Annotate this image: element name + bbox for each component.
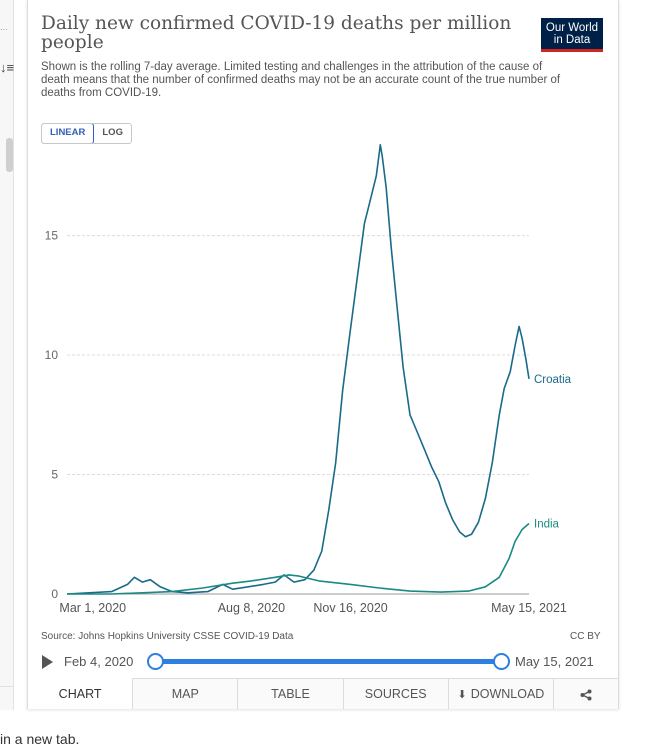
x-tick-label: May 15, 2021 (491, 601, 567, 615)
download-icon: ⬇ (457, 689, 467, 701)
chart-title: Daily new confirmed COVID-19 deaths per … (41, 13, 512, 53)
tab-sources[interactable]: SOURCES (344, 679, 449, 709)
series-line-croatia (66, 144, 530, 595)
tab-download[interactable]: ⬇ DOWNLOAD (449, 679, 555, 709)
timeline-end-label: May 15, 2021 (515, 654, 594, 669)
scrollbar-thumb[interactable] (6, 138, 13, 172)
timeline-start-handle[interactable] (147, 653, 164, 670)
logo-line-2: in Data (553, 34, 591, 46)
chart-card: Daily new confirmed COVID-19 deaths per … (27, 0, 619, 709)
share-glyph (580, 689, 592, 701)
series-line-india (67, 522, 530, 595)
y-tick-label: 5 (51, 468, 58, 482)
y-tick-label: 0 (51, 587, 58, 601)
scale-toggle: LINEAR LOG (41, 123, 132, 144)
logo-bar (541, 49, 603, 52)
x-tick-label: Mar 1, 2020 (59, 601, 126, 615)
license-label[interactable]: CC BY (570, 631, 601, 642)
timeline-start-label: Feb 4, 2020 (64, 654, 134, 669)
tab-table[interactable]: TABLE (238, 679, 344, 709)
y-tick-label: 15 (45, 229, 59, 243)
y-tick-label: 10 (45, 348, 59, 362)
source-note[interactable]: Source: Johns Hopkins University CSSE CO… (41, 631, 294, 642)
left-sidebar-strip: ... ↓≡ (0, 0, 14, 710)
chart-tabs: CHART MAP TABLE SOURCES ⬇ DOWNLOAD (28, 678, 618, 709)
logo-line-1: Our World (545, 22, 599, 34)
series-label-croatia: Croatia (534, 374, 572, 386)
tab-chart[interactable]: CHART (28, 678, 134, 709)
play-icon[interactable] (42, 655, 53, 669)
strip-divider (0, 686, 13, 687)
timeline-end-handle[interactable] (493, 653, 510, 670)
sort-icon[interactable]: ↓≡ (0, 60, 15, 75)
owid-logo[interactable]: Our World in Data (541, 18, 603, 52)
x-tick-label: Aug 8, 2020 (218, 601, 285, 615)
overflow-dots[interactable]: ... (0, 22, 8, 32)
share-icon[interactable] (554, 679, 618, 709)
series-label-india: India (534, 519, 560, 531)
chart-subtitle: Shown is the rolling 7-day average. Limi… (41, 61, 561, 99)
timeline-range-fill (155, 659, 501, 664)
timeline-slider[interactable] (147, 653, 510, 670)
linear-scale-button[interactable]: LINEAR (41, 124, 95, 143)
log-scale-button[interactable]: LOG (102, 127, 123, 138)
footer-text: in a new tab. (0, 731, 80, 747)
x-tick-label: Nov 16, 2020 (313, 601, 387, 615)
tab-map[interactable]: MAP (133, 679, 239, 709)
tab-download-label: DOWNLOAD (470, 687, 545, 701)
